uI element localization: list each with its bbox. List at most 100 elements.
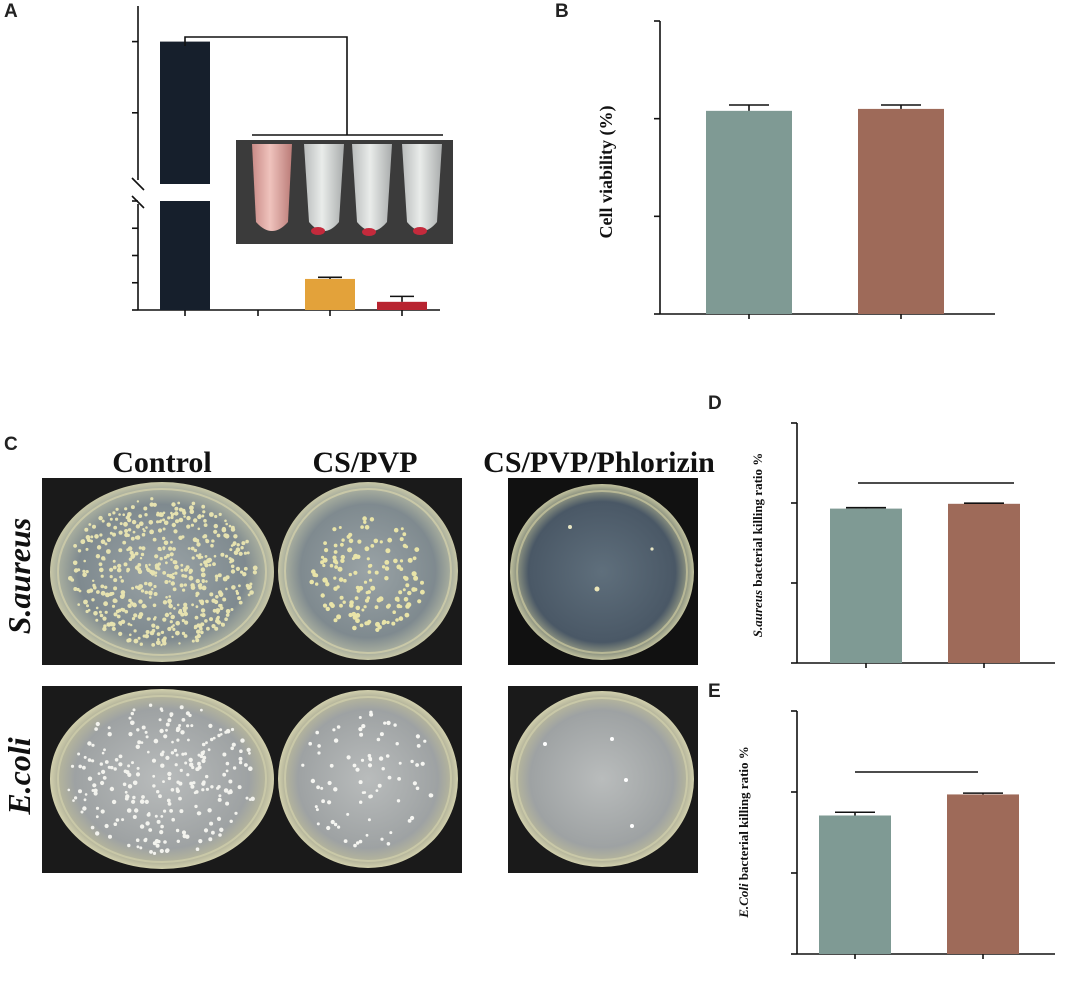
colony-dot	[214, 626, 219, 631]
colony-dot	[127, 638, 132, 643]
colony-dot	[337, 825, 341, 829]
colony-dot	[364, 621, 369, 626]
colony-dot	[185, 834, 190, 839]
colony-dot	[200, 555, 204, 559]
colony-dot	[100, 780, 105, 786]
colony-dot	[74, 796, 78, 800]
colony-dot	[119, 575, 122, 579]
colony-dot	[235, 589, 239, 593]
colony-dot	[142, 528, 145, 531]
colony-dot	[145, 821, 150, 826]
colony-dot	[118, 548, 123, 553]
colony-dot	[383, 721, 387, 725]
colony-dot	[227, 791, 231, 795]
colony-dot	[162, 536, 166, 541]
colony-dot	[213, 554, 217, 558]
colony-dot	[160, 643, 163, 647]
colony-dot	[178, 608, 183, 613]
colony-dot	[211, 539, 215, 543]
colony-dot	[134, 535, 139, 540]
colony-dot	[170, 788, 175, 792]
colony-dot	[149, 850, 153, 854]
colony-dot	[245, 583, 250, 588]
axis-break-mark	[131, 195, 145, 209]
colony-dot	[88, 523, 92, 526]
colony-dot	[113, 612, 118, 617]
panel-a: A	[4, 1, 453, 316]
colony-dot	[222, 772, 227, 777]
colony-dot	[207, 557, 212, 563]
colony-dot	[410, 759, 414, 764]
colony-dot	[132, 780, 138, 786]
colony-dot	[134, 808, 139, 813]
colony-dot	[314, 805, 318, 809]
colony-dot	[124, 609, 129, 614]
colony-dot	[355, 605, 361, 611]
colony-dot	[376, 737, 381, 742]
colony-dot	[104, 760, 109, 764]
colony-dot	[86, 537, 91, 542]
colony-dot	[137, 636, 141, 640]
colony-dot	[118, 631, 123, 637]
colony-dot	[195, 578, 200, 584]
colony-dot	[233, 550, 239, 555]
colony-dot	[141, 532, 146, 537]
colony-dot	[414, 547, 420, 552]
colony-dot	[231, 742, 236, 747]
colony-dot	[162, 518, 166, 522]
colony-dot	[166, 798, 171, 803]
colony-dot	[180, 730, 185, 735]
colony-dot	[141, 725, 146, 730]
colony-dot	[348, 538, 354, 544]
colony-dot	[80, 539, 86, 545]
colony-dot	[105, 592, 110, 598]
colony-dot	[102, 557, 106, 561]
colony-dot	[191, 639, 195, 643]
colony-dot	[193, 791, 197, 795]
colony-dot	[152, 784, 156, 788]
colony-dot	[188, 575, 194, 581]
colony-dot	[324, 548, 329, 553]
colony-dot	[405, 583, 410, 588]
colony-dot	[144, 581, 148, 586]
colony-dot	[183, 583, 187, 587]
colony-dot	[175, 753, 179, 757]
colony-dot	[365, 833, 369, 837]
colony-dot	[225, 587, 228, 591]
colony-dot	[168, 546, 173, 551]
colony-dot	[407, 557, 413, 563]
colony-dot	[186, 724, 190, 728]
colony-dot	[403, 575, 407, 580]
colony-dot	[92, 524, 96, 529]
colony-dot	[155, 843, 160, 848]
bar-triton-x-100	[160, 41, 210, 184]
colony-dot	[182, 588, 186, 592]
colony-dot	[156, 819, 161, 824]
colony-dot	[115, 818, 120, 822]
colony-dot	[216, 816, 222, 822]
colony-dot	[243, 551, 247, 555]
colony-dot	[249, 590, 254, 595]
colony-dot	[159, 848, 164, 854]
colony-dot	[149, 592, 153, 596]
colony-dot	[196, 629, 201, 634]
colony-dot	[84, 793, 88, 796]
colony-dot	[167, 771, 172, 777]
colony-dot	[221, 527, 227, 533]
colony-dot	[152, 537, 157, 542]
colony-dot	[201, 758, 206, 764]
colony-dot	[180, 563, 184, 567]
colony-dot	[171, 740, 174, 744]
colony-dot	[314, 573, 319, 578]
colony-dot	[114, 599, 118, 603]
colony-dot	[102, 626, 107, 632]
colony-dot	[112, 559, 116, 563]
colony-dot	[367, 590, 371, 594]
colony-dot	[104, 542, 108, 546]
colony-dot	[193, 548, 198, 553]
colony-dot	[118, 754, 123, 759]
colony-dot	[322, 563, 326, 568]
colony-dot	[132, 530, 136, 534]
cell-viability-chart: Cell viability (%)	[596, 20, 995, 319]
colony-dot	[108, 513, 112, 517]
